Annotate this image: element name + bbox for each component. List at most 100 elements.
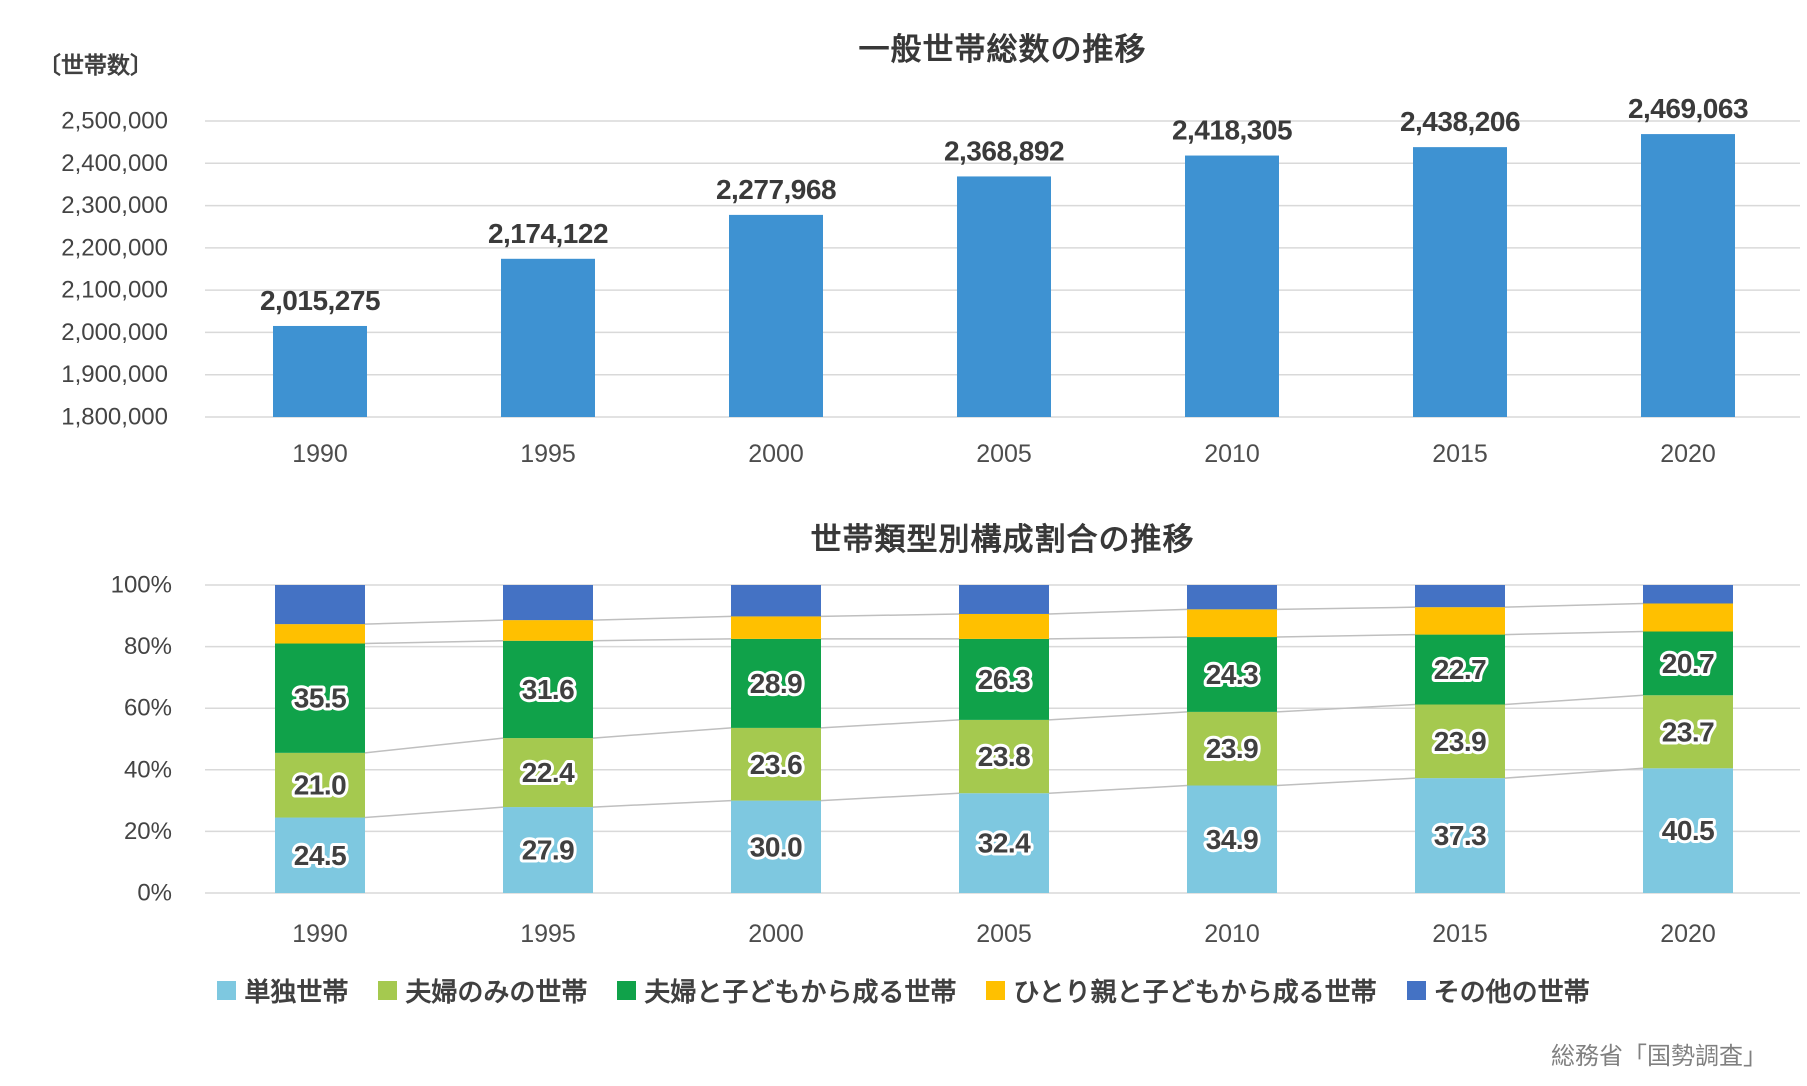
x-tick-label: 2000: [748, 440, 804, 468]
x-tick-label: 1995: [520, 920, 576, 948]
bar-segment: [1643, 695, 1733, 769]
bar-value-label: 2,469,063: [1628, 93, 1748, 124]
bar-segment: [1187, 785, 1277, 893]
bar-segment: [959, 793, 1049, 893]
series-connector-line: [592, 799, 732, 808]
series-connector-line: [1048, 636, 1188, 640]
segment-value-label: 23.8: [978, 741, 1031, 772]
series-connector-line: [1504, 694, 1644, 706]
y-tick-label: 1,900,000: [61, 361, 168, 388]
y-tick-label: 2,400,000: [61, 150, 168, 177]
bar-segment: [731, 800, 821, 893]
bar-segment: [503, 807, 593, 893]
bar-segment: [275, 752, 365, 818]
x-tick-label: 1995: [520, 440, 576, 468]
bar: [273, 325, 367, 417]
bar-value-label: 2,277,968: [716, 174, 836, 205]
y-tick-label: 2,300,000: [61, 192, 168, 219]
series-connector-line: [820, 719, 960, 729]
legend-label: その他の世帯: [1433, 977, 1590, 1007]
legend-item: 単独世帯: [217, 972, 348, 1009]
bar-segment: [731, 585, 821, 617]
y-tick-label: 0%: [137, 880, 172, 907]
bar-segment: [503, 640, 593, 739]
bar-segment: [959, 638, 1049, 720]
series-connector-line: [1276, 633, 1416, 638]
bar-segment: [1643, 768, 1733, 893]
legend-swatch: [1406, 981, 1426, 1000]
legend-label: 夫婦のみの世帯: [405, 977, 588, 1007]
series-connector-line: [592, 727, 732, 739]
x-tick-label: 1990: [292, 920, 348, 948]
series-connector-line: [1276, 777, 1416, 787]
bar-segment: [959, 585, 1049, 614]
y-axis-unit-label: 〔世帯数〕: [38, 52, 153, 78]
total-households-bar-chart: 1,800,000 1,900,000 2,000,000 2,100,000 2,20…: [61, 93, 1800, 468]
x-tick-label: 2020: [1660, 440, 1716, 468]
y-tick-label: 40%: [124, 756, 172, 783]
legend-label: ひとり親と子どもから成る世帯: [1013, 977, 1377, 1007]
series-connector-line: [1276, 703, 1416, 713]
legend-item: ひとり親と子どもから成る世帯: [986, 972, 1377, 1009]
bar-value-label: 2,368,892: [944, 135, 1064, 166]
series-connector-line: [364, 619, 504, 625]
segment-value-label: 34.9: [1206, 824, 1259, 855]
segment-value-label: 23.9: [1434, 726, 1487, 757]
bar-segment: [275, 624, 365, 644]
series-connector-line: [364, 737, 504, 754]
y-tick-label: 2,200,000: [61, 234, 168, 261]
segment-value-label: 28.9: [750, 668, 803, 699]
bar-segment: [959, 719, 1049, 794]
segment-value-label: 35.5: [294, 683, 347, 714]
bar-segment: [1415, 607, 1505, 635]
series-connector-line: [1048, 608, 1188, 615]
segment-value-label: 22.7: [1434, 654, 1487, 685]
segment-value-label: 27.9: [522, 835, 575, 866]
legend-item: 夫婦と子どもから成る世帯: [617, 972, 956, 1009]
series-connector-line: [1504, 767, 1644, 779]
bar-segment: [1415, 585, 1505, 608]
x-tick-label: 2015: [1432, 920, 1488, 948]
bar-segment: [275, 817, 365, 893]
bar-segment: [1187, 711, 1277, 786]
legend-item: その他の世帯: [1406, 972, 1590, 1009]
bar: [1413, 147, 1507, 417]
segment-value-label: 24.5: [294, 840, 347, 871]
x-tick-label: 2010: [1204, 440, 1260, 468]
bar: [501, 258, 595, 417]
segment-value-label: 26.3: [978, 664, 1031, 695]
x-tick-label: 2000: [748, 920, 804, 948]
segment-value-label: 40.5: [1662, 815, 1715, 846]
data-source-note: 総務省「国勢調査」: [1551, 1043, 1767, 1070]
bar-segment: [731, 727, 821, 801]
bar: [729, 214, 823, 417]
bar-segment: [1643, 631, 1733, 696]
bar-segment: [1187, 585, 1277, 610]
x-tick-label: 2020: [1660, 920, 1716, 948]
y-tick-label: 80%: [124, 633, 172, 660]
household-type-stacked-chart: 0% 20% 40% 60% 80% 100% 24.5 21.0 35.5 1990 27.9 22…: [111, 572, 1800, 948]
bar-segment: [1643, 585, 1733, 604]
y-tick-label: 2,100,000: [61, 277, 168, 304]
bar-segment: [1187, 637, 1277, 712]
y-tick-label: 60%: [124, 695, 172, 722]
bar-value-label: 2,438,206: [1400, 106, 1520, 137]
series-connector-line: [364, 639, 504, 645]
bar-segment: [503, 585, 593, 621]
bar-segment: [1415, 634, 1505, 705]
bar: [1185, 155, 1279, 417]
series-connector-line: [1276, 606, 1416, 611]
bottom-chart-title: 世帯類型別構成割合の推移: [810, 522, 1195, 557]
series-connector-line: [820, 613, 960, 618]
segment-value-label: 23.7: [1662, 716, 1715, 747]
y-tick-label: 2,500,000: [61, 108, 168, 135]
segment-value-label: 21.0: [294, 770, 347, 801]
legend-label: 夫婦と子どもから成る世帯: [644, 977, 957, 1007]
y-tick-label: 20%: [124, 818, 172, 845]
legend-swatch: [378, 981, 398, 1000]
series-connector-line: [820, 792, 960, 802]
bar-segment: [1187, 609, 1277, 638]
bar-segment: [503, 620, 593, 641]
segment-value-label: 23.6: [750, 749, 803, 780]
bar-segment: [503, 738, 593, 808]
